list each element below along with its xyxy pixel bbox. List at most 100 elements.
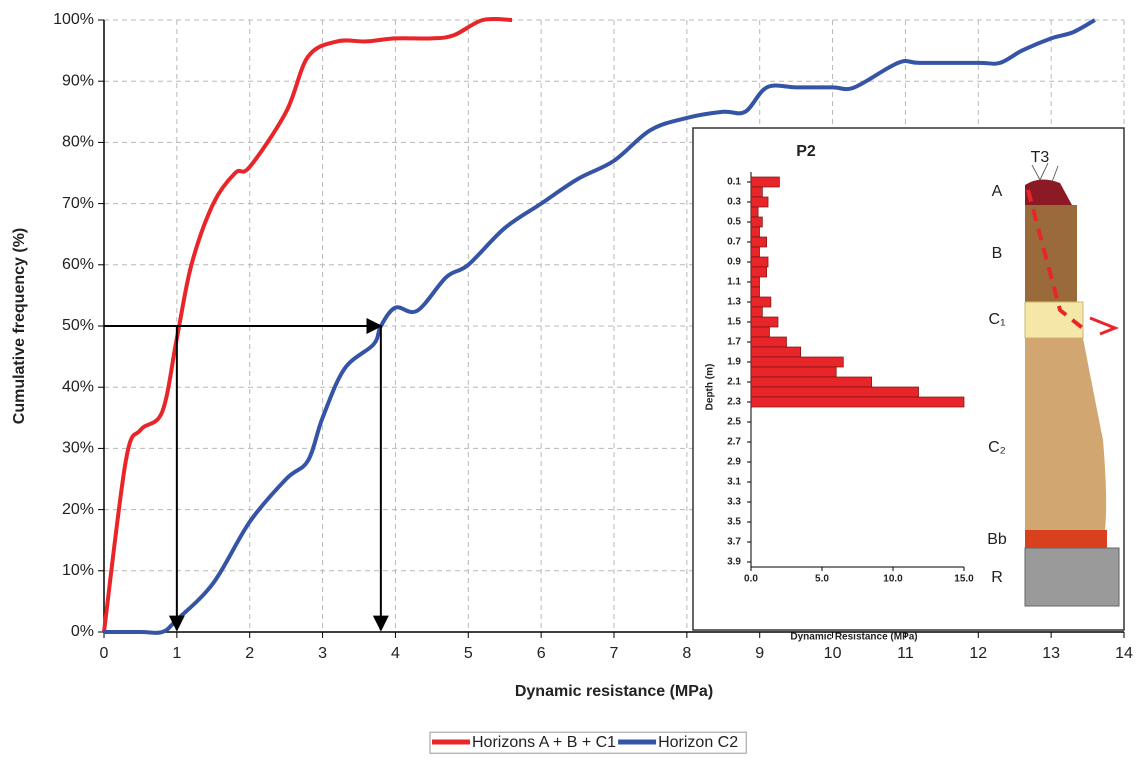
inset-y-tick-label: 0.1 [727,177,741,188]
x-axis-label: Dynamic resistance (MPa) [515,683,713,700]
bar [750,276,760,288]
x-tick-label: 13 [1042,645,1060,662]
inset-y-tick-label: 1.3 [727,297,741,308]
inset-x-label: Dynamic Resistance (MPa) [790,632,917,643]
horizon-c2 [1025,338,1107,530]
horizon-bb [1025,530,1107,548]
inset-y-tick-label: 1.5 [727,317,741,328]
bar [750,336,787,348]
inset-y-tick-label: 1.9 [727,357,741,368]
x-tick-label: 1 [172,645,181,662]
soil-profile: T3 A B C₁ C₂ Bb R [987,149,1120,607]
bar [750,176,780,188]
horizon-r [1024,547,1120,607]
flow-arrow [1026,189,1087,332]
horizon-b [1025,205,1077,302]
inset-x-tick-label: 15.0 [954,574,974,585]
horizon-label: R [991,569,1003,586]
y-tick-label: 50% [62,317,94,334]
inset-y-tick-label: 0.5 [727,217,741,228]
bar [750,346,802,358]
bar [750,256,769,268]
bar [750,296,772,308]
x-tick-label: 14 [1115,645,1133,662]
roots [1031,162,1059,183]
inset-y-tick-label: 2.9 [727,457,741,468]
bar [750,366,837,378]
line-series [102,16,513,633]
horizon-label: B [992,245,1003,262]
y-tick-label: 100% [53,11,94,28]
y-tick-label: 30% [62,440,94,457]
bar [750,206,759,218]
legend-label: Horizons A + B + C1 [472,734,616,751]
bar [750,186,763,198]
inset-y-tick-label: 0.9 [727,257,741,268]
y-tick-label: 20% [62,501,94,518]
inset-x-tick-label: 5.0 [815,574,829,585]
x-tick-label: 9 [755,645,764,662]
bar [750,306,763,318]
horizon-label: A [992,183,1003,200]
y-tick-label: 10% [62,562,94,579]
x-tick-label: 4 [391,645,400,662]
inset-y-tick-label: 3.7 [727,537,741,548]
inset-y-tick-label: 0.7 [727,237,741,248]
bar [750,326,770,338]
bar [750,316,779,328]
inset-y-tick-label: 2.3 [727,397,741,408]
x-tick-label: 6 [537,645,546,662]
x-tick-label: 11 [897,645,914,662]
inset-y-tick-label: 3.1 [727,477,741,488]
y-tick-label: 80% [62,134,94,151]
inset-y-tick-label: 3.9 [727,557,741,568]
x-tick-label: 2 [245,645,254,662]
x-tick-label: 8 [682,645,691,662]
bar [750,266,767,278]
y-tick-label: 40% [62,378,94,395]
inset-y-tick-label: 3.5 [727,517,741,528]
horizon-a [1025,179,1072,205]
legend: Horizons A + B + C1 Horizon C2 [429,731,747,754]
y-tick-label: 0% [71,623,94,640]
profile-title: T3 [1031,149,1050,166]
bar [750,196,769,208]
y-axis-label: Cumulative frequency (%) [11,228,28,424]
x-tick-label: 12 [969,645,987,662]
bar [750,236,767,248]
plot [102,16,1096,635]
inset-x-tick-label: 0.0 [744,574,758,585]
x-tick-label: 3 [318,645,327,662]
inset-y-tick-label: 2.1 [727,377,741,388]
x-tick-label: 10 [824,645,842,662]
bar [750,286,760,298]
bar [750,246,760,258]
inset-y-tick-label: 3.3 [727,497,741,508]
inset-x-tick-label: 10.0 [883,574,903,585]
y-tick-label: 70% [62,195,94,212]
inset-title: P2 [796,143,816,160]
horizon-label: C₁ [989,311,1006,328]
line-series [103,18,1096,635]
x-tick-label: 5 [464,645,473,662]
bar [750,356,844,368]
inset-y-tick-label: 1.1 [727,277,741,288]
bar [750,376,873,388]
horizon-label: C₂ [988,439,1006,456]
bar [750,396,965,408]
horizon-label: Bb [987,531,1007,548]
bar [750,216,763,228]
inset-y-tick-label: 2.7 [727,437,741,448]
y-tick-label: 90% [62,72,94,89]
bar [750,386,919,398]
bar [750,226,760,238]
x-tick-label: 0 [100,645,109,662]
legend-frame [429,731,747,754]
x-tick-label: 7 [610,645,619,662]
inset-y-label: Depth (m) [705,364,716,411]
inset-y-tick-label: 0.3 [727,197,741,208]
inset-y-tick-label: 2.5 [727,417,741,428]
y-tick-label: 60% [62,256,94,273]
inset-y-tick-label: 1.7 [727,337,741,348]
